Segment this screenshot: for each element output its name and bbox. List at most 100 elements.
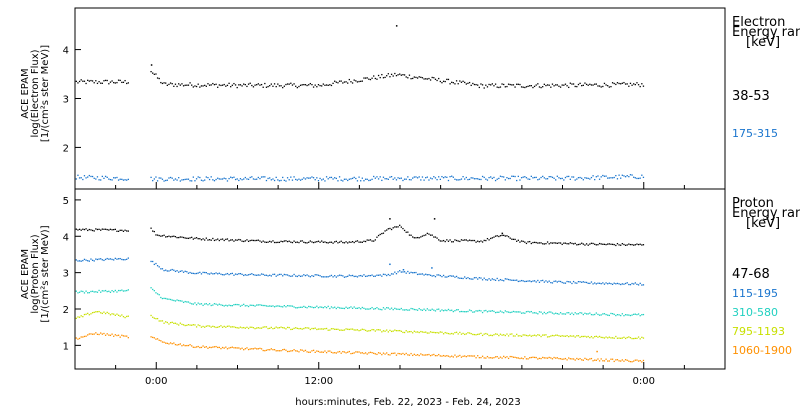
- data-point: [260, 176, 263, 178]
- data-point: [416, 236, 419, 239]
- data-point: [290, 305, 292, 307]
- data-point: [550, 335, 552, 337]
- data-point: [351, 328, 354, 330]
- data-point: [522, 86, 524, 88]
- data-point: [340, 80, 342, 82]
- data-point: [389, 308, 391, 310]
- data-point: [272, 178, 274, 180]
- data-point: [340, 179, 342, 181]
- data-point: [322, 83, 324, 85]
- data-point: [524, 176, 526, 178]
- data-point: [467, 82, 469, 85]
- data-point: [509, 355, 511, 358]
- data-point: [350, 81, 352, 83]
- y-axis-title: ACE EPAM: [20, 68, 31, 118]
- data-point: [152, 260, 154, 263]
- data-point: [257, 304, 259, 306]
- data-point: [93, 230, 95, 232]
- data-point: [100, 312, 102, 314]
- data-point: [425, 78, 427, 80]
- data-point: [257, 239, 259, 241]
- data-point: [628, 175, 630, 178]
- data-point: [283, 327, 285, 329]
- data-point: [205, 272, 207, 274]
- series-38-53: [75, 25, 645, 89]
- data-point: [589, 312, 591, 314]
- data-point: [192, 324, 194, 326]
- data-point: [420, 273, 422, 275]
- data-point: [438, 239, 440, 241]
- data-point: [121, 334, 123, 336]
- data-point: [160, 320, 162, 322]
- data-point: [520, 312, 523, 314]
- data-point: [447, 275, 450, 278]
- data-point: [98, 179, 100, 181]
- data-point: [535, 335, 537, 337]
- data-point: [342, 275, 344, 277]
- data-point: [555, 312, 557, 314]
- data-point: [624, 337, 627, 340]
- data-point: [77, 229, 79, 231]
- data-point: [306, 84, 308, 87]
- data-point: [238, 179, 240, 182]
- data-point: [155, 176, 157, 178]
- data-point: [465, 239, 467, 241]
- data-point: [608, 336, 610, 338]
- data-point: [324, 306, 326, 308]
- data-point: [517, 335, 519, 337]
- data-point: [353, 275, 355, 278]
- data-point: [615, 359, 617, 361]
- data-point: [337, 306, 339, 309]
- data-point: [319, 275, 321, 277]
- data-point: [296, 327, 298, 330]
- data-point: [423, 234, 425, 237]
- data-point: [434, 275, 437, 278]
- data-point: [425, 354, 427, 356]
- data-point: [555, 242, 557, 244]
- data-point: [374, 239, 376, 241]
- data-point: [444, 240, 446, 243]
- data-point: [238, 347, 240, 349]
- data-point: [473, 311, 476, 313]
- data-point: [213, 273, 216, 275]
- data-point: [298, 178, 300, 180]
- data-point: [195, 304, 198, 306]
- data-point: [182, 301, 185, 304]
- data-point: [166, 321, 168, 324]
- data-point: [288, 305, 290, 307]
- data-point: [296, 241, 298, 243]
- data-point: [581, 335, 583, 338]
- data-point: [260, 304, 263, 306]
- data-point: [491, 310, 493, 312]
- data-point: [595, 244, 597, 246]
- data-point: [623, 81, 625, 84]
- data-point: [290, 82, 292, 84]
- data-point: [350, 241, 352, 243]
- data-point: [273, 349, 276, 351]
- data-point: [119, 289, 121, 292]
- data-point: [228, 347, 230, 349]
- data-point: [210, 272, 212, 274]
- data-point: [174, 178, 177, 180]
- data-point: [530, 85, 532, 87]
- data-point: [347, 307, 349, 309]
- data-point: [418, 273, 420, 275]
- data-point: [355, 329, 357, 331]
- data-point: [441, 240, 443, 242]
- data-point: [221, 326, 224, 328]
- data-point: [641, 174, 643, 176]
- data-point: [413, 237, 415, 239]
- data-point: [386, 307, 388, 309]
- data-point: [122, 335, 125, 337]
- data-point: [303, 350, 305, 352]
- data-point: [358, 80, 360, 83]
- data-point: [602, 360, 604, 362]
- data-point: [512, 279, 515, 281]
- data-point: [273, 327, 276, 329]
- data-point: [342, 329, 344, 331]
- data-point: [592, 314, 594, 316]
- data-point: [171, 321, 173, 323]
- data-point: [400, 307, 402, 310]
- data-point: [239, 272, 242, 275]
